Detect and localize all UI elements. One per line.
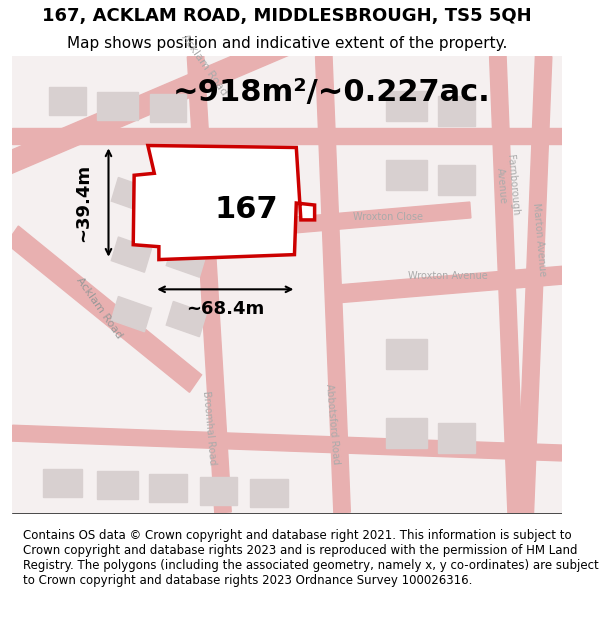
Text: Map shows position and indicative extent of the property.: Map shows position and indicative extent… (67, 36, 508, 51)
Text: ~68.4m: ~68.4m (186, 300, 265, 318)
Text: ~918m²/~0.227ac.: ~918m²/~0.227ac. (173, 78, 490, 107)
Polygon shape (133, 146, 314, 259)
Bar (438, 166, 475, 195)
Polygon shape (490, 56, 524, 513)
Polygon shape (187, 56, 231, 513)
Polygon shape (316, 56, 350, 513)
Polygon shape (0, 26, 309, 176)
Text: Contains OS data © Crown copyright and database right 2021. This information is : Contains OS data © Crown copyright and d… (23, 529, 599, 588)
Bar (386, 91, 427, 121)
Bar (386, 418, 427, 448)
Bar (438, 96, 475, 126)
Polygon shape (296, 202, 471, 232)
Bar (97, 92, 138, 120)
Polygon shape (13, 127, 562, 144)
Text: Wroxton Avenue: Wroxton Avenue (407, 271, 487, 281)
Bar (49, 87, 86, 115)
Text: Wroxton Close: Wroxton Close (353, 212, 423, 222)
Polygon shape (517, 56, 552, 513)
Text: 167, ACKLAM ROAD, MIDDLESBROUGH, TS5 5QH: 167, ACKLAM ROAD, MIDDLESBROUGH, TS5 5QH (43, 7, 532, 25)
Bar (250, 479, 288, 506)
Bar (386, 339, 427, 369)
Text: Acklam Road: Acklam Road (180, 33, 230, 98)
Bar (43, 469, 82, 497)
Polygon shape (332, 266, 572, 303)
Text: Broomhal Road: Broomhal Road (201, 390, 217, 465)
Text: Acklam Road: Acklam Road (74, 276, 124, 341)
Text: Marton Avenue: Marton Avenue (531, 202, 547, 276)
Bar (200, 477, 237, 504)
Bar (112, 296, 151, 332)
Polygon shape (6, 226, 202, 392)
Text: Abbotsford Road: Abbotsford Road (325, 384, 341, 465)
Text: 167: 167 (214, 196, 278, 224)
Text: ~39.4m: ~39.4m (74, 164, 92, 242)
Bar (97, 471, 138, 499)
Bar (112, 237, 151, 272)
Bar (150, 94, 187, 122)
Text: Farnborough
Avenue: Farnborough Avenue (494, 154, 520, 217)
Polygon shape (12, 425, 562, 461)
Bar (166, 182, 206, 218)
Bar (149, 474, 187, 502)
Bar (438, 423, 475, 453)
Bar (166, 301, 206, 337)
Bar (166, 242, 206, 278)
Bar (112, 177, 151, 212)
Bar (386, 161, 427, 190)
